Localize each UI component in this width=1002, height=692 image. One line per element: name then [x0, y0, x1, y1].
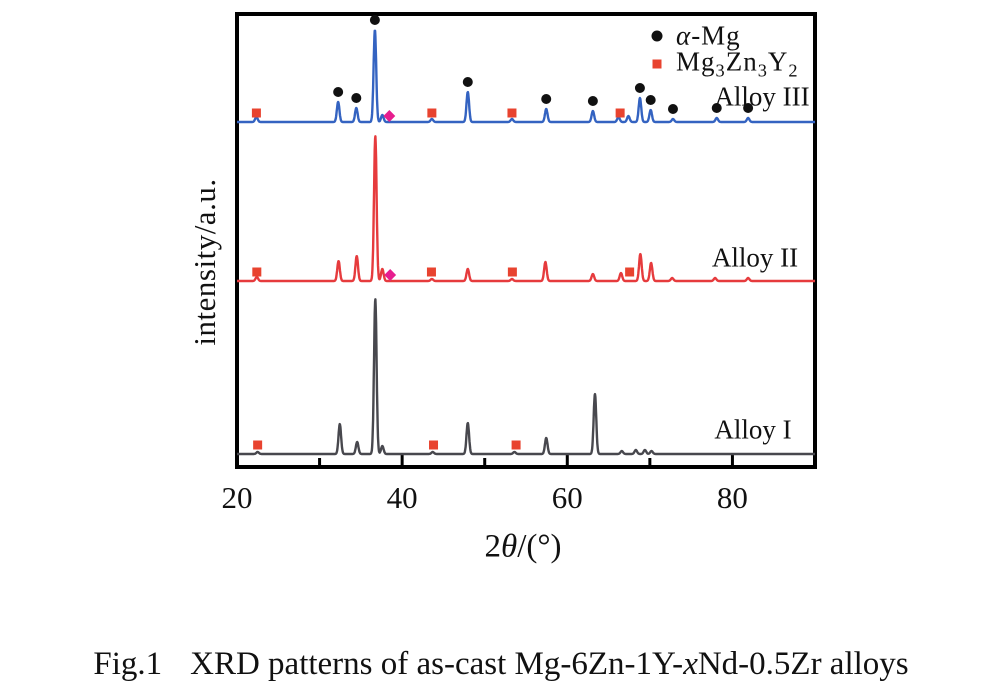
x-tick-label-60: 60 [551, 480, 583, 515]
figure-caption: Fig.1 XRD patterns of as-cast Mg-6Zn-1Y-x… [0, 646, 1002, 683]
legend-label-0: α-Mg [676, 20, 741, 51]
caption-text-1: XRD patterns of as-cast Mg-6Zn-1Y- [190, 646, 684, 682]
x-tick-label-40: 40 [386, 480, 418, 515]
alpha-mg-dot-marker [462, 77, 473, 87]
mg3zn3y2-square-marker [625, 267, 635, 277]
alpha-mg-dot-marker [645, 95, 656, 105]
xrd-pattern-alloy-ii [236, 135, 816, 283]
figure-number: Fig.1 [93, 646, 163, 682]
mg3zn3y2-square-marker [427, 108, 437, 118]
mg3zn3y2-square-marker [507, 267, 517, 277]
mg3zn3y2-square-marker [429, 440, 439, 450]
legend-dot-icon [651, 30, 663, 42]
alpha-mg-dot-marker [333, 87, 344, 97]
alpha-mg-dot-marker [743, 103, 754, 113]
mg3zn3y2-square-marker [253, 440, 263, 450]
series-label-alloy-iii: Alloy III [714, 81, 810, 112]
alpha-mg-dot-marker [369, 15, 380, 25]
series-label-alloy-ii: Alloy II [711, 242, 799, 273]
alpha-mg-dot-marker [711, 103, 722, 113]
alpha-mg-dot-marker [667, 104, 678, 114]
mg3zn3y2-square-marker [252, 267, 262, 277]
legend-label-1: Mg3Zn3Y2 [676, 46, 799, 81]
x-tick-label-20: 20 [221, 480, 253, 515]
alpha-mg-dot-marker [587, 96, 598, 106]
xrd-pattern-alloy-iii [236, 29, 816, 124]
mg3zn3y2-square-marker [511, 440, 521, 450]
legend-square-icon [652, 59, 662, 69]
alpha-mg-dot-marker [351, 93, 362, 103]
alpha-mg-dot-marker [634, 83, 645, 93]
x-tick-label-80: 80 [716, 480, 748, 515]
alpha-mg-dot-marker [541, 94, 552, 104]
x-axis-label-suffix: /(°) [517, 528, 562, 565]
x-axis-label: 2θ/(°) [484, 529, 561, 566]
caption-italic-x: x [683, 646, 698, 682]
mg3zn3y2-square-marker [615, 108, 625, 118]
mg3zn3y2-square-marker [426, 267, 436, 277]
mg3zn3y2-square-marker [507, 108, 517, 118]
xrd-pattern-alloy-i [236, 298, 816, 456]
plot-frame [235, 12, 817, 469]
caption-text-2: Nd-0.5Zr alloys [697, 646, 909, 682]
x-axis-label-prefix: 2 [484, 528, 501, 565]
diamond-marker [384, 269, 397, 281]
y-axis-label: intensity/a.u. [187, 178, 222, 346]
theta-symbol: θ [500, 528, 518, 565]
series-label-alloy-i: Alloy I [714, 414, 792, 445]
mg3zn3y2-square-marker [251, 108, 261, 118]
